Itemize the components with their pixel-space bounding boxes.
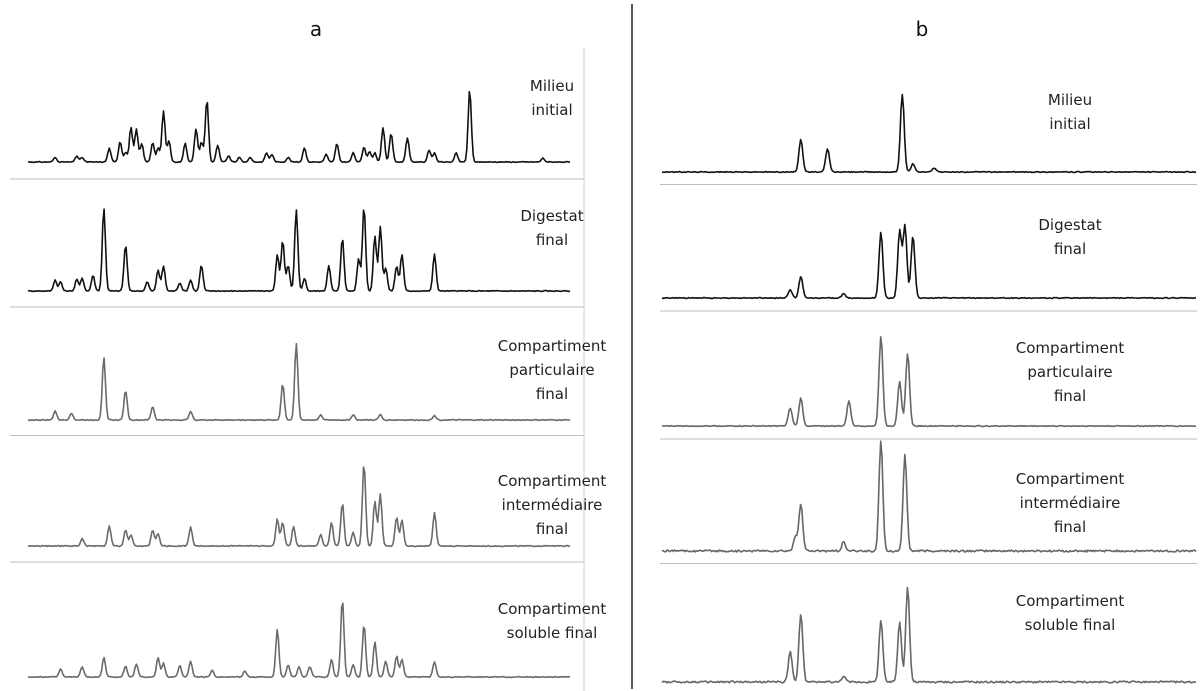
trace-digestat-final	[27, 208, 571, 293]
trace-compartiment-intermediaire-final	[27, 466, 570, 548]
trace-compartiment-particulaire-final	[27, 342, 571, 422]
series-label-compartiment-soluble-final: Compartiment soluble final	[1016, 592, 1125, 634]
trace-compartiment-particulaire-final	[661, 336, 1197, 428]
series-label-milieu-initial: Milieu initial	[1048, 91, 1092, 133]
trace-milieu-initial	[27, 90, 571, 164]
series-label-compartiment-particulaire-final: Compartiment particulaire final	[1016, 339, 1125, 405]
trace-digestat-final	[661, 223, 1197, 300]
panel-a: Milieu initial Digestat final Compartiment pa…	[10, 77, 607, 679]
series-label-digestat-final: Digestat final	[520, 207, 583, 249]
series-label-compartiment-particulaire-final: Compartiment particulaire final	[498, 337, 607, 403]
panel-b-label: b	[916, 17, 929, 41]
panel-b: Milieu initial Digestat final Compartiment pa…	[660, 91, 1197, 684]
panel-a-label: a	[310, 17, 322, 41]
trace-compartiment-soluble-final	[27, 602, 571, 679]
series-label-milieu-initial: Milieu initial	[530, 77, 574, 119]
trace-compartiment-soluble-final	[661, 586, 1197, 684]
trace-compartiment-intermediaire-final	[661, 440, 1197, 553]
series-label-digestat-final: Digestat final	[1038, 216, 1101, 258]
trace-milieu-initial	[661, 93, 1197, 174]
series-label-compartiment-intermediaire-final: Compartiment intermédiaire final	[498, 472, 607, 538]
series-label-compartiment-soluble-final: Compartiment soluble final	[498, 600, 607, 642]
series-label-compartiment-intermediaire-final: Compartiment intermédiaire final	[1016, 470, 1125, 536]
